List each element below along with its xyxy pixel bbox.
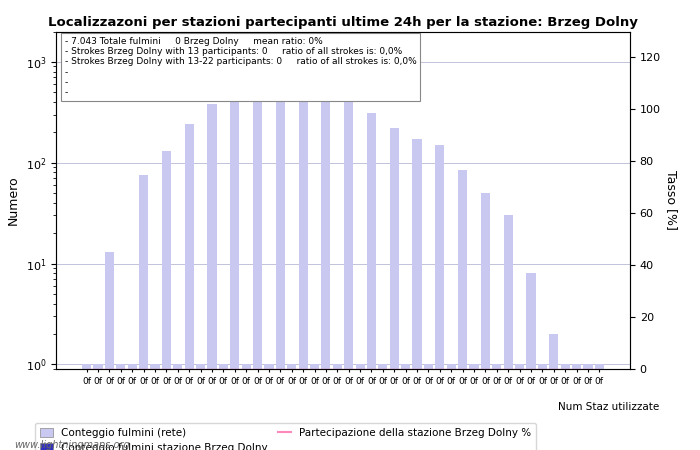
Bar [116, 364, 125, 450]
Y-axis label: Numero: Numero [7, 176, 20, 225]
Bar [150, 364, 160, 450]
Bar [538, 364, 547, 450]
Bar [173, 364, 183, 450]
Bar [356, 364, 365, 450]
Bar [470, 364, 479, 450]
Bar [515, 364, 524, 450]
Y-axis label: Tasso [%]: Tasso [%] [664, 170, 678, 230]
Bar [503, 216, 513, 450]
Text: www.lightningmaps.org: www.lightningmaps.org [14, 440, 130, 450]
Bar [412, 140, 421, 450]
Bar [481, 193, 490, 450]
Title: Localizzazoni per stazioni partecipanti ultime 24h per la stazione: Brzeg Dolny: Localizzazoni per stazioni partecipanti … [48, 16, 638, 29]
Bar [94, 364, 103, 450]
Bar [390, 128, 399, 450]
Bar [550, 334, 559, 450]
Bar [299, 79, 308, 450]
Bar [185, 124, 194, 450]
Bar [139, 176, 148, 450]
Text: Num Staz utilizzate: Num Staz utilizzate [559, 402, 659, 412]
Legend: Conteggio fulmini (rete), Conteggio fulmini stazione Brzeg Dolny, Partecipazione: Conteggio fulmini (rete), Conteggio fulm… [35, 423, 536, 450]
Bar [595, 364, 604, 450]
Bar [458, 170, 467, 450]
Bar [344, 99, 354, 450]
Bar [265, 364, 274, 450]
Bar [401, 364, 410, 450]
Bar [561, 364, 570, 450]
Bar [207, 104, 216, 450]
Bar [583, 364, 592, 450]
Bar [241, 364, 251, 450]
Bar [230, 90, 239, 450]
Bar [367, 113, 376, 450]
Bar [435, 145, 444, 450]
Bar [276, 74, 285, 450]
Bar [378, 364, 387, 450]
Text: - 7.043 Totale fulmini     0 Brzeg Dolny     mean ratio: 0%
- Strokes Brzeg Doln: - 7.043 Totale fulmini 0 Brzeg Dolny mea… [64, 36, 416, 98]
Bar [162, 151, 171, 450]
Bar [447, 364, 456, 450]
Bar [310, 364, 319, 450]
Bar [253, 78, 262, 450]
Bar [321, 87, 330, 450]
Bar [287, 364, 296, 450]
Bar [332, 364, 342, 450]
Bar [492, 364, 501, 450]
Bar [127, 364, 136, 450]
Bar [526, 273, 536, 450]
Bar [424, 364, 433, 450]
Bar [105, 252, 114, 450]
Bar [219, 364, 228, 450]
Bar [82, 364, 91, 450]
Bar [572, 364, 581, 450]
Bar [196, 364, 205, 450]
